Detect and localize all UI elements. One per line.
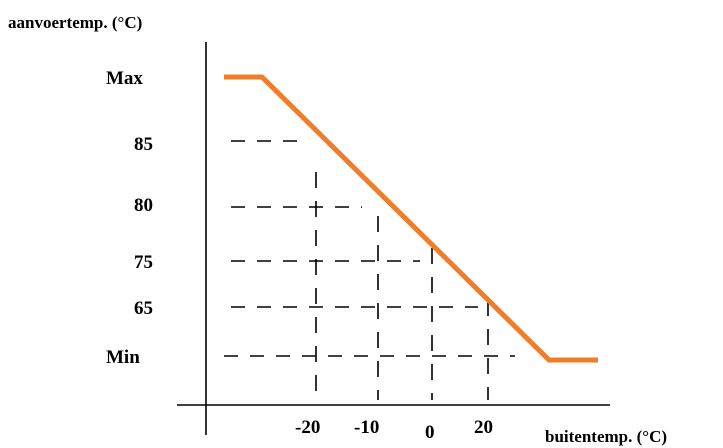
y-tick-min: Min	[106, 347, 140, 368]
y-tick-80: 80	[134, 195, 153, 216]
y-tick-75: 75	[134, 252, 153, 273]
y-axis-title: aanvoertemp. (°C)	[8, 13, 142, 32]
heating-curve-line	[224, 74, 598, 363]
x-tick-minus20: -20	[295, 417, 320, 438]
x-tick-20: 20	[474, 417, 493, 438]
y-tick-65: 65	[134, 298, 153, 319]
y-tick-85: 85	[134, 134, 153, 155]
y-tick-max: Max	[106, 68, 143, 89]
x-tick-0: 0	[425, 422, 435, 443]
x-tick-minus10: -10	[354, 417, 379, 438]
x-axis-title: buitentemp. (°C)	[545, 427, 667, 446]
